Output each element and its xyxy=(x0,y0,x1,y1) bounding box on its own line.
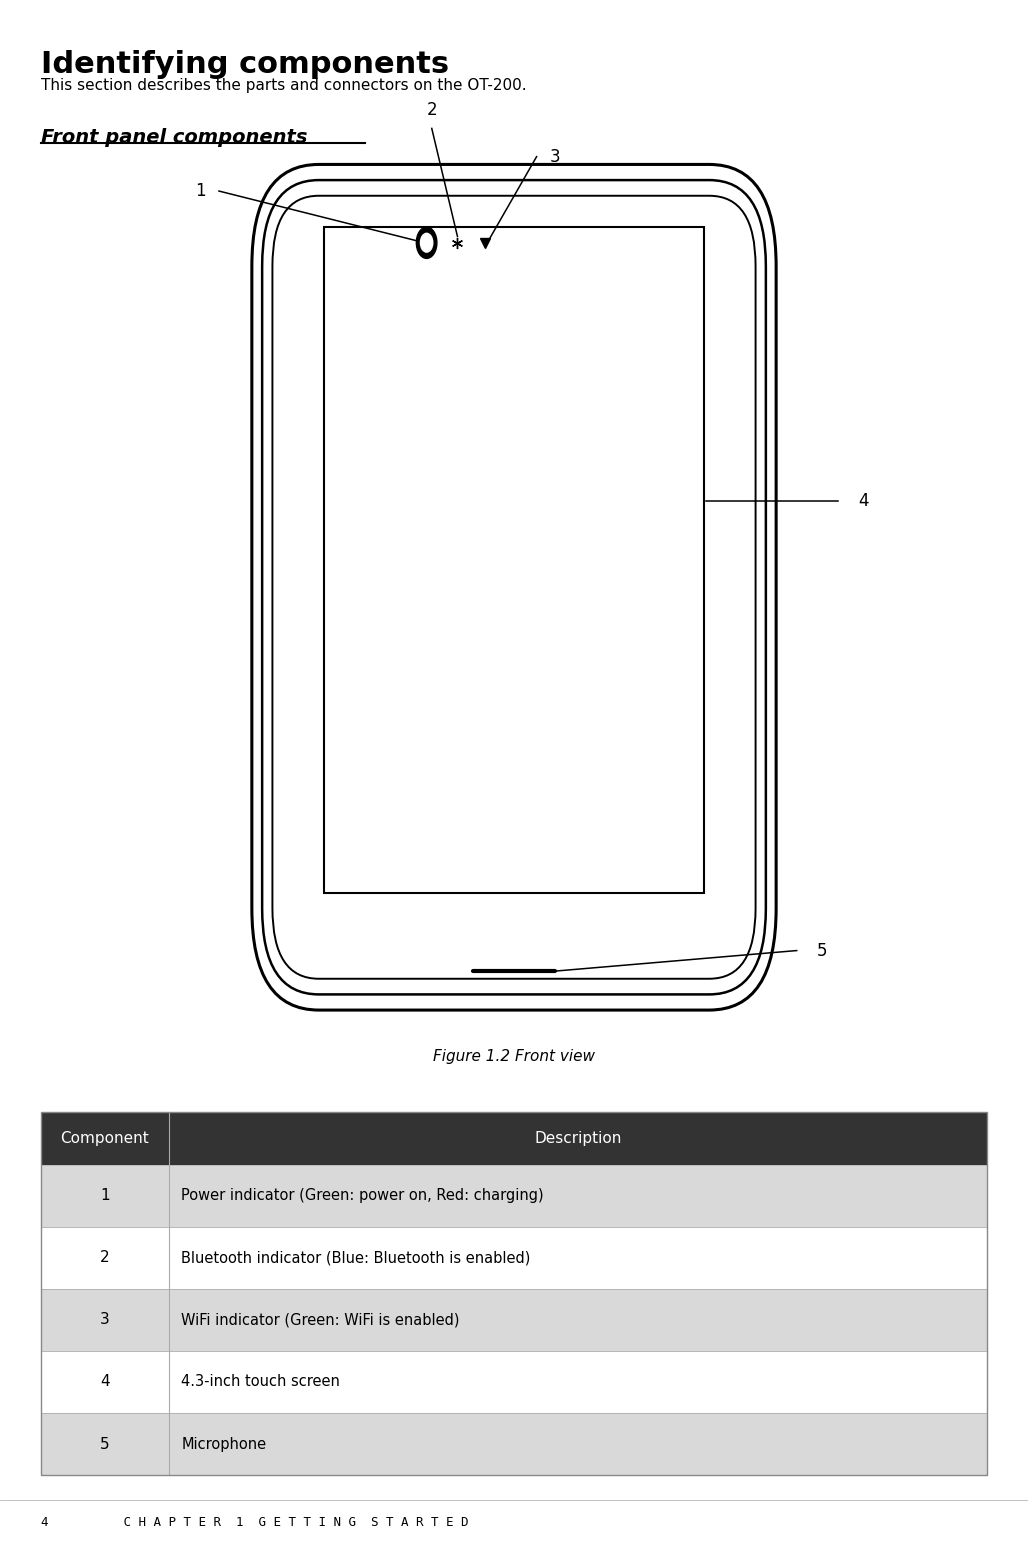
Text: Figure 1.2 Front view: Figure 1.2 Front view xyxy=(433,1049,595,1065)
Bar xyxy=(41,1112,987,1475)
FancyBboxPatch shape xyxy=(272,196,756,979)
Text: 5: 5 xyxy=(817,941,828,960)
Bar xyxy=(41,1112,987,1165)
FancyBboxPatch shape xyxy=(262,180,766,994)
Text: Description: Description xyxy=(535,1131,622,1146)
Bar xyxy=(41,1413,987,1475)
Text: 5: 5 xyxy=(100,1436,110,1452)
Text: 3: 3 xyxy=(100,1312,110,1328)
Text: 4          C H A P T E R  1  G E T T I N G  S T A R T E D: 4 C H A P T E R 1 G E T T I N G S T A R … xyxy=(41,1516,469,1528)
Bar xyxy=(41,1165,987,1226)
Bar xyxy=(324,227,704,893)
Circle shape xyxy=(416,227,437,258)
Bar xyxy=(41,1351,987,1413)
FancyBboxPatch shape xyxy=(252,164,776,1010)
Text: Identifying components: Identifying components xyxy=(41,50,449,80)
Text: 1: 1 xyxy=(100,1189,110,1203)
Text: 4.3-inch touch screen: 4.3-inch touch screen xyxy=(181,1375,340,1389)
Text: Bluetooth indicator (Blue: Bluetooth is enabled): Bluetooth indicator (Blue: Bluetooth is … xyxy=(181,1250,530,1265)
Text: WiFi indicator (Green: WiFi is enabled): WiFi indicator (Green: WiFi is enabled) xyxy=(181,1312,460,1328)
Text: 2: 2 xyxy=(100,1250,110,1265)
Text: 3: 3 xyxy=(550,147,560,166)
Text: Component: Component xyxy=(61,1131,149,1146)
Text: This section describes the parts and connectors on the OT-200.: This section describes the parts and con… xyxy=(41,78,526,94)
Text: 1: 1 xyxy=(195,182,206,200)
Bar xyxy=(41,1226,987,1289)
Text: 4: 4 xyxy=(858,492,869,511)
Text: 2: 2 xyxy=(427,100,437,119)
Text: Microphone: Microphone xyxy=(181,1436,266,1452)
Bar xyxy=(41,1289,987,1351)
Circle shape xyxy=(420,233,433,252)
Text: 4: 4 xyxy=(100,1375,110,1389)
Text: Front panel components: Front panel components xyxy=(41,128,307,147)
Text: Power indicator (Green: power on, Red: charging): Power indicator (Green: power on, Red: c… xyxy=(181,1189,544,1203)
